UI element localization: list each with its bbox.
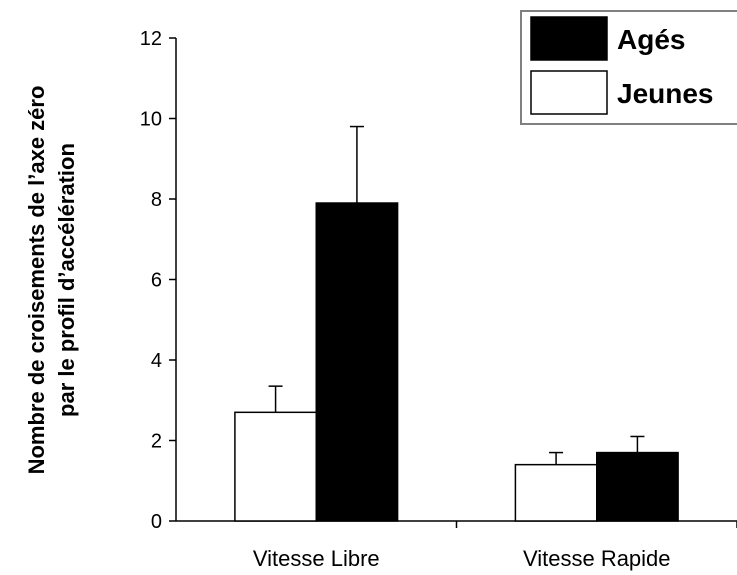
- bar: [514, 463, 598, 522]
- x-category-label: Vitesse Libre: [253, 546, 380, 571]
- legend-label: Jeunes: [617, 78, 714, 109]
- y-tick-label: 4: [151, 350, 162, 372]
- y-tick-label: 6: [151, 270, 162, 292]
- y-axis-label-line-2: par le profil d’accélération: [54, 143, 79, 417]
- bar: [596, 451, 679, 522]
- error-bars: [268, 125, 645, 465]
- legend-label: Agés: [617, 24, 685, 55]
- legend-swatch: [530, 70, 608, 115]
- y-tick-label: 12: [140, 28, 162, 50]
- y-tick-label: 10: [140, 109, 162, 131]
- legend-swatch: [530, 16, 608, 61]
- legend: Agés Jeunes: [520, 10, 737, 125]
- bars: [234, 202, 679, 522]
- y-tick-label: 0: [151, 511, 162, 533]
- x-axis: Vitesse Libre Vitesse Rapide: [176, 520, 737, 571]
- y-axis-label-line-1: Nombre de croisements de l’axe zéro: [24, 86, 49, 475]
- y-tick-label: 2: [151, 431, 162, 453]
- y-axis-label: Nombre de croisements de l’axe zéro par …: [24, 86, 79, 475]
- bar: [315, 202, 399, 522]
- y-axis: 0 2 4 6 8 10 12: [140, 28, 177, 533]
- y-tick-label: 8: [151, 189, 162, 211]
- x-category-label: Vitesse Rapide: [523, 546, 671, 571]
- bar: [234, 411, 317, 522]
